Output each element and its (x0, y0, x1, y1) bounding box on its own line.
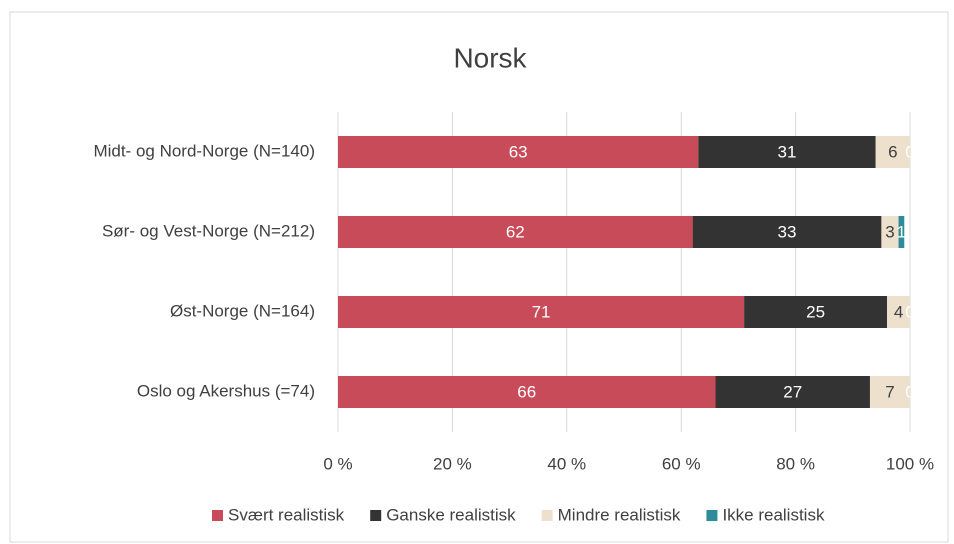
x-tick-label: 20 % (433, 454, 472, 473)
bar-segment (338, 136, 699, 168)
data-label: 4 (894, 302, 903, 321)
legend-label: Ganske realistisk (386, 505, 516, 524)
bar-segment (692, 216, 882, 248)
bar-segment (715, 376, 870, 408)
data-label: 0 (905, 142, 914, 161)
legend-swatch (541, 510, 553, 521)
bar-segment (744, 296, 888, 328)
y-tick-label: Øst-Norge (N=164) (170, 301, 315, 320)
y-tick-label: Oslo og Akershus (=74) (137, 381, 315, 400)
data-label: 33 (778, 222, 797, 241)
legend-label: Svært realistisk (228, 505, 345, 524)
legend-label: Mindre realistisk (558, 505, 681, 524)
data-label: 0 (905, 302, 914, 321)
x-tick-label: 100 % (886, 454, 934, 473)
data-label: 71 (532, 302, 551, 321)
legend-label: Ikke realistisk (722, 505, 825, 524)
data-label: 25 (806, 302, 825, 321)
bar-segment (875, 136, 910, 168)
bar-segment (338, 216, 693, 248)
data-label: 7 (885, 382, 894, 401)
data-label: 66 (517, 382, 536, 401)
bar-segment (698, 136, 876, 168)
legend-swatch (706, 510, 718, 521)
bar-segment (338, 296, 745, 328)
legend-swatch (212, 510, 223, 521)
x-tick-label: 80 % (776, 454, 815, 473)
data-label: 31 (778, 142, 797, 161)
x-tick-label: 0 % (323, 454, 352, 473)
y-tick-label: Sør- og Vest-Norge (N=212) (102, 221, 315, 240)
x-tick-label: 40 % (547, 454, 586, 473)
data-label: 63 (509, 142, 528, 161)
x-tick-label: 60 % (662, 454, 701, 473)
chart-frame (9, 11, 949, 543)
data-label: 62 (506, 222, 525, 241)
bar-segment (881, 216, 899, 248)
data-label: 0 (905, 382, 914, 401)
legend-swatch (370, 510, 382, 521)
bar-segment (338, 376, 716, 408)
bar-segment (887, 296, 910, 328)
bar-segment (869, 376, 910, 408)
data-label: 3 (885, 222, 894, 241)
data-label: 1 (897, 222, 906, 241)
chart-title: Norsk (453, 42, 527, 73)
data-label: 6 (888, 142, 897, 161)
y-tick-label: Midt- og Nord-Norge (N=140) (93, 141, 315, 160)
bar-segment (898, 216, 905, 248)
data-label: 27 (783, 382, 802, 401)
